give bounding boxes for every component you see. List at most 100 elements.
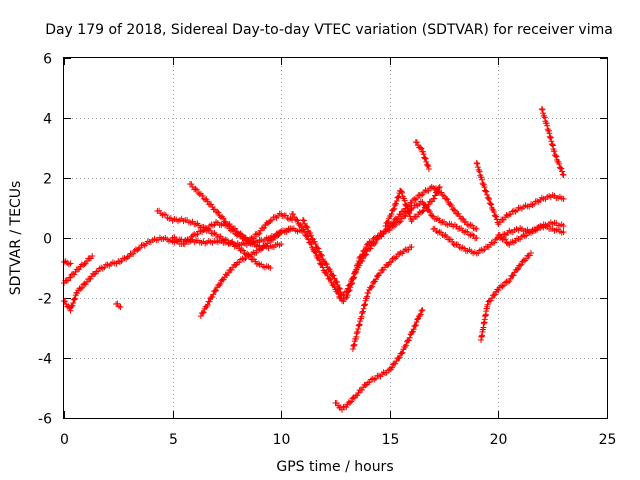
data-point: [334, 281, 341, 288]
data-point: [68, 304, 75, 311]
data-point: [359, 310, 366, 317]
data-point: [476, 167, 483, 174]
x-tick-label: 0: [60, 432, 69, 448]
data-point: [209, 294, 216, 301]
data-point: [496, 219, 503, 226]
data-point: [214, 208, 221, 215]
data-point: [255, 260, 262, 267]
data-point: [367, 245, 374, 252]
series-arc-5: [126, 210, 296, 259]
data-point: [259, 245, 266, 252]
data-point: [220, 215, 227, 222]
data-point: [500, 282, 507, 289]
data-point: [514, 265, 521, 272]
data-point: [390, 254, 397, 261]
data-point: [77, 285, 84, 292]
data-point: [473, 160, 480, 166]
data-point: [359, 257, 366, 264]
data-point: [495, 287, 502, 294]
series-arc-12: [332, 307, 426, 413]
data-point: [401, 208, 408, 215]
data-point: [413, 139, 420, 146]
data-point: [275, 232, 282, 239]
data-point: [131, 247, 138, 254]
data-point: [225, 270, 232, 277]
data-point: [117, 304, 124, 310]
data-point: [560, 172, 567, 178]
data-point: [355, 390, 362, 397]
data-point: [541, 114, 548, 121]
data-point: [541, 113, 548, 120]
data-point: [401, 213, 408, 220]
data-point: [416, 313, 423, 320]
data-point: [500, 235, 507, 242]
data-point: [503, 212, 510, 219]
data-point: [420, 151, 427, 158]
data-point: [322, 260, 329, 267]
data-point: [529, 202, 536, 209]
series-arc-9: [197, 225, 306, 319]
data-point: [549, 142, 556, 149]
data-point: [217, 280, 224, 287]
data-point: [346, 282, 353, 289]
data-point: [67, 307, 74, 314]
data-point: [551, 148, 558, 155]
plot-frame: [63, 57, 608, 419]
data-point: [409, 328, 416, 335]
data-point: [481, 184, 488, 191]
series-arc-17: [473, 160, 567, 228]
data-point: [439, 191, 446, 198]
chart-title: Day 179 of 2018, Sidereal Day-to-day VTE…: [45, 22, 613, 38]
series-arc-13: [349, 244, 415, 352]
data-point: [304, 233, 311, 240]
data-point: [323, 261, 330, 268]
data-point: [486, 196, 493, 203]
data-point: [336, 285, 343, 292]
data-point: [410, 326, 417, 333]
data-point: [408, 244, 415, 250]
data-point: [539, 106, 546, 113]
data-point: [429, 198, 436, 205]
data-point: [418, 192, 425, 199]
data-point: [441, 232, 448, 239]
data-point: [192, 232, 199, 239]
data-point: [326, 275, 333, 282]
data-point: [391, 202, 398, 209]
data-point: [396, 219, 403, 226]
data-point: [71, 296, 78, 303]
data-point: [527, 250, 534, 256]
data-point: [507, 275, 514, 282]
data-point: [504, 279, 511, 286]
data-point: [371, 241, 378, 248]
y-tick-label: 2: [43, 172, 52, 188]
data-point: [483, 188, 490, 195]
data-point: [496, 231, 503, 238]
data-point: [491, 212, 498, 219]
data-point: [402, 201, 409, 208]
data-point: [417, 311, 424, 318]
data-point: [336, 285, 343, 292]
data-point: [388, 258, 395, 265]
data-point: [330, 272, 337, 279]
data-point: [368, 284, 375, 291]
data-point: [285, 216, 292, 223]
data-point: [559, 168, 566, 175]
x-tick-label: 15: [382, 432, 400, 448]
data-point: [188, 181, 195, 188]
data-point: [473, 235, 480, 241]
data-point: [197, 313, 204, 319]
data-point: [503, 278, 510, 285]
data-point: [408, 330, 415, 337]
data-point: [399, 189, 406, 196]
data-point: [521, 233, 528, 240]
data-point: [199, 309, 206, 316]
data-point: [244, 236, 251, 243]
data-point: [135, 245, 142, 252]
data-point: [212, 287, 219, 294]
data-point: [546, 130, 553, 137]
data-point: [130, 250, 137, 257]
data-point: [340, 291, 347, 298]
data-point: [556, 160, 563, 167]
data-point: [270, 236, 277, 243]
data-point: [418, 145, 425, 152]
